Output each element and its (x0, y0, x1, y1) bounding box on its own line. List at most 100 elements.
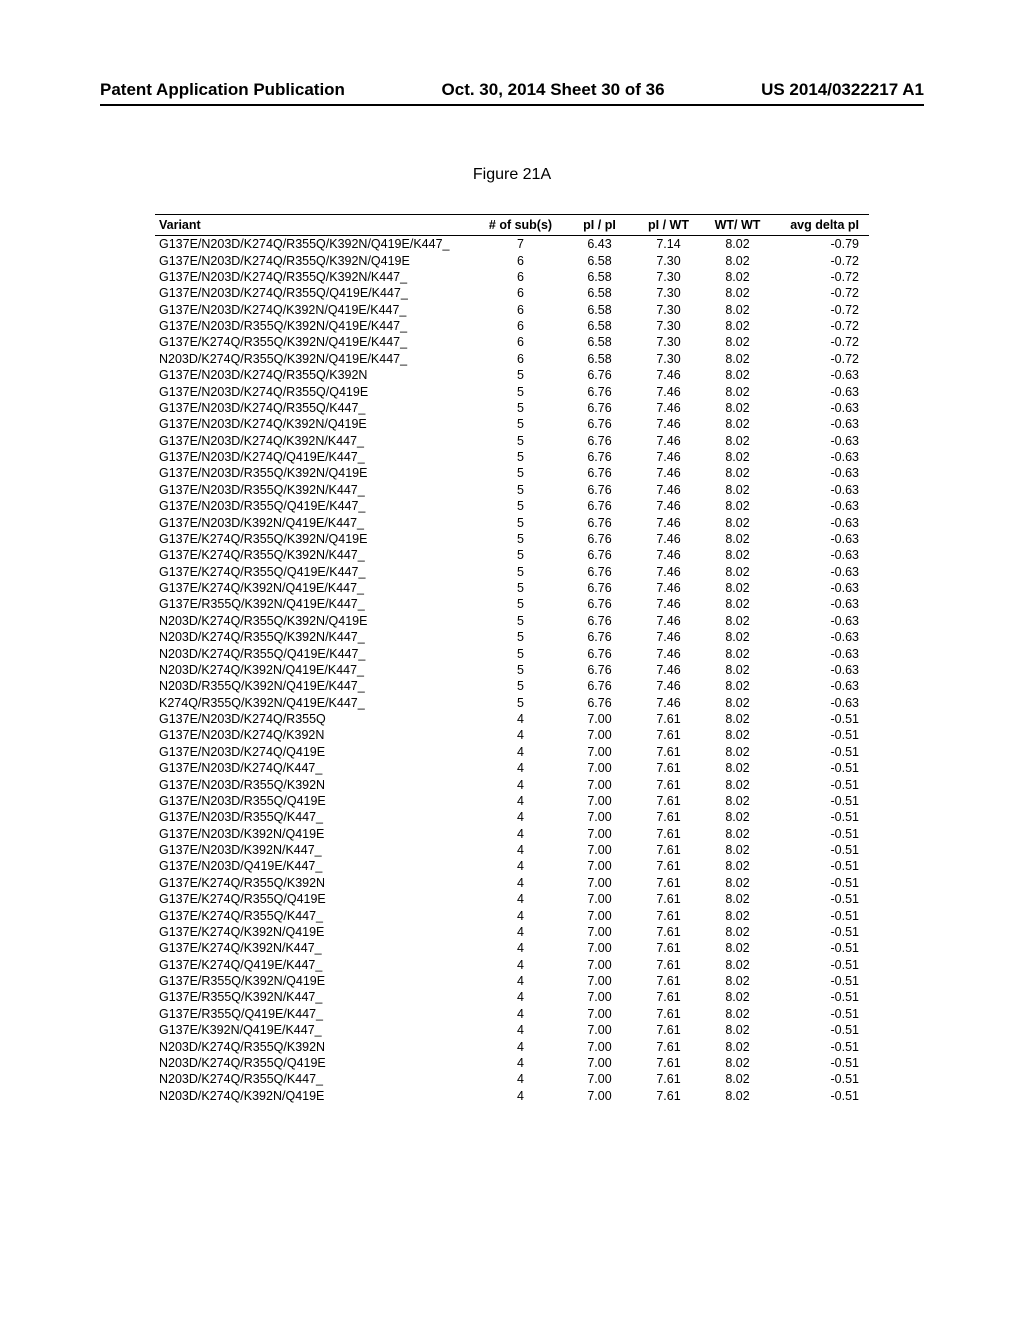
table-row: N203D/R355Q/K392N/Q419E/K447_56.767.468.… (155, 678, 869, 694)
table-cell: -0.51 (775, 891, 869, 907)
table-cell: 8.02 (706, 842, 775, 858)
table-cell: G137E/N203D/K274Q/R355Q/K392N/Q419E/K447… (155, 236, 479, 253)
table-cell: 7.46 (637, 580, 706, 596)
table-cell: N203D/K274Q/R355Q/Q419E (155, 1055, 479, 1071)
figure-title: Figure 21A (100, 166, 924, 184)
table-cell: 7.46 (637, 547, 706, 563)
table-cell: 7.46 (637, 400, 706, 416)
table-row: G137E/R355Q/Q419E/K447_47.007.618.02-0.5… (155, 1006, 869, 1022)
table-row: G137E/N203D/K274Q/R355Q/Q419E56.767.468.… (155, 383, 869, 399)
table-cell: 5 (479, 433, 568, 449)
table-cell: -0.51 (775, 957, 869, 973)
table-cell: 7.61 (637, 744, 706, 760)
table-cell: 7.61 (637, 776, 706, 792)
table-cell: 6.76 (568, 629, 637, 645)
table-row: G137E/K274Q/R355Q/K392N/Q419E56.767.468.… (155, 531, 869, 547)
table-cell: 7.00 (568, 989, 637, 1005)
table-cell: G137E/N203D/Q419E/K447_ (155, 858, 479, 874)
table-row: N203D/K274Q/K392N/Q419E47.007.618.02-0.5… (155, 1088, 869, 1104)
table-cell: G137E/R355Q/K392N/Q419E/K447_ (155, 596, 479, 612)
table-cell: -0.51 (775, 1088, 869, 1104)
table-cell: 4 (479, 1038, 568, 1054)
table-cell: G137E/R355Q/Q419E/K447_ (155, 1006, 479, 1022)
table-cell: -0.72 (775, 318, 869, 334)
table-cell: -0.63 (775, 433, 869, 449)
table-cell: 8.02 (706, 416, 775, 432)
table-cell: 6.43 (568, 236, 637, 253)
table-cell: 6.76 (568, 400, 637, 416)
table-cell: -0.63 (775, 662, 869, 678)
table-cell: 8.02 (706, 613, 775, 629)
table-cell: -0.63 (775, 564, 869, 580)
table-cell: 7.30 (637, 302, 706, 318)
table-cell: -0.63 (775, 498, 869, 514)
table-cell: 7.61 (637, 842, 706, 858)
table-cell: 7.00 (568, 842, 637, 858)
table-cell: 8.02 (706, 760, 775, 776)
table-cell: -0.63 (775, 482, 869, 498)
table-cell: 7.46 (637, 531, 706, 547)
table-cell: 6 (479, 285, 568, 301)
table-cell: 6 (479, 269, 568, 285)
table-cell: -0.51 (775, 711, 869, 727)
table-cell: 6 (479, 334, 568, 350)
table-cell: 6.76 (568, 645, 637, 661)
table-cell: -0.63 (775, 580, 869, 596)
table-cell: -0.63 (775, 678, 869, 694)
table-cell: 7.46 (637, 564, 706, 580)
table-cell: 4 (479, 1022, 568, 1038)
table-row: G137E/N203D/K274Q/R355Q47.007.618.02-0.5… (155, 711, 869, 727)
table-cell: 8.02 (706, 1022, 775, 1038)
table-cell: -0.63 (775, 645, 869, 661)
table-cell: N203D/R355Q/K392N/Q419E/K447_ (155, 678, 479, 694)
header-right: US 2014/0322217 A1 (761, 80, 924, 100)
table-row: G137E/K274Q/K392N/K447_47.007.618.02-0.5… (155, 940, 869, 956)
table-cell: 6.76 (568, 613, 637, 629)
table-cell: 5 (479, 514, 568, 530)
table-cell: 7.00 (568, 793, 637, 809)
table-cell: 7.00 (568, 891, 637, 907)
table-cell: 6.76 (568, 580, 637, 596)
table-cell: 4 (479, 858, 568, 874)
table-cell: G137E/N203D/K274Q/R355Q/Q419E (155, 383, 479, 399)
table-row: G137E/N203D/R355Q/K392N/Q419E/K447_66.58… (155, 318, 869, 334)
table-cell: K274Q/R355Q/K392N/Q419E/K447_ (155, 695, 479, 711)
table-cell: -0.51 (775, 776, 869, 792)
table-cell: 7.00 (568, 957, 637, 973)
table-row: G137E/K274Q/R355Q/K392N47.007.618.02-0.5… (155, 875, 869, 891)
table-cell: 5 (479, 645, 568, 661)
table-cell: 5 (479, 662, 568, 678)
table-cell: 5 (479, 498, 568, 514)
table-cell: 7.61 (637, 711, 706, 727)
table-cell: N203D/K274Q/R355Q/Q419E/K447_ (155, 645, 479, 661)
table-cell: 8.02 (706, 531, 775, 547)
table-row: N203D/K274Q/R355Q/K392N/Q419E/K447_66.58… (155, 351, 869, 367)
table-row: K274Q/R355Q/K392N/Q419E/K447_56.767.468.… (155, 695, 869, 711)
table-cell: G137E/N203D/K274Q/K392N/K447_ (155, 433, 479, 449)
table-cell: G137E/N203D/R355Q/K447_ (155, 809, 479, 825)
table-cell: 4 (479, 957, 568, 973)
table-row: G137E/N203D/K274Q/K392N/Q419E/K447_66.58… (155, 302, 869, 318)
table-cell: -0.72 (775, 252, 869, 268)
table-cell: -0.51 (775, 744, 869, 760)
table-cell: 6.58 (568, 351, 637, 367)
table-cell: N203D/K274Q/R355Q/K392N/Q419E/K447_ (155, 351, 479, 367)
table-cell: 7.00 (568, 809, 637, 825)
table-cell: 5 (479, 531, 568, 547)
table-cell: -0.63 (775, 449, 869, 465)
table-cell: 5 (479, 449, 568, 465)
col-header-subs: # of sub(s) (479, 215, 568, 236)
table-cell: 8.02 (706, 744, 775, 760)
table-cell: 7.46 (637, 416, 706, 432)
table-row: G137E/K274Q/R355Q/Q419E/K447_56.767.468.… (155, 564, 869, 580)
table-row: G137E/N203D/K274Q/K447_47.007.618.02-0.5… (155, 760, 869, 776)
table-cell: G137E/K274Q/R355Q/K392N/Q419E/K447_ (155, 334, 479, 350)
table-cell: 8.02 (706, 924, 775, 940)
table-cell: 8.02 (706, 498, 775, 514)
table-row: N203D/K274Q/R355Q/K392N47.007.618.02-0.5… (155, 1038, 869, 1054)
table-cell: 8.02 (706, 318, 775, 334)
table-cell: G137E/N203D/R355Q/K392N/Q419E (155, 465, 479, 481)
table-row: N203D/K274Q/R355Q/K447_47.007.618.02-0.5… (155, 1071, 869, 1087)
table-cell: 6.76 (568, 514, 637, 530)
table-cell: 6.76 (568, 449, 637, 465)
